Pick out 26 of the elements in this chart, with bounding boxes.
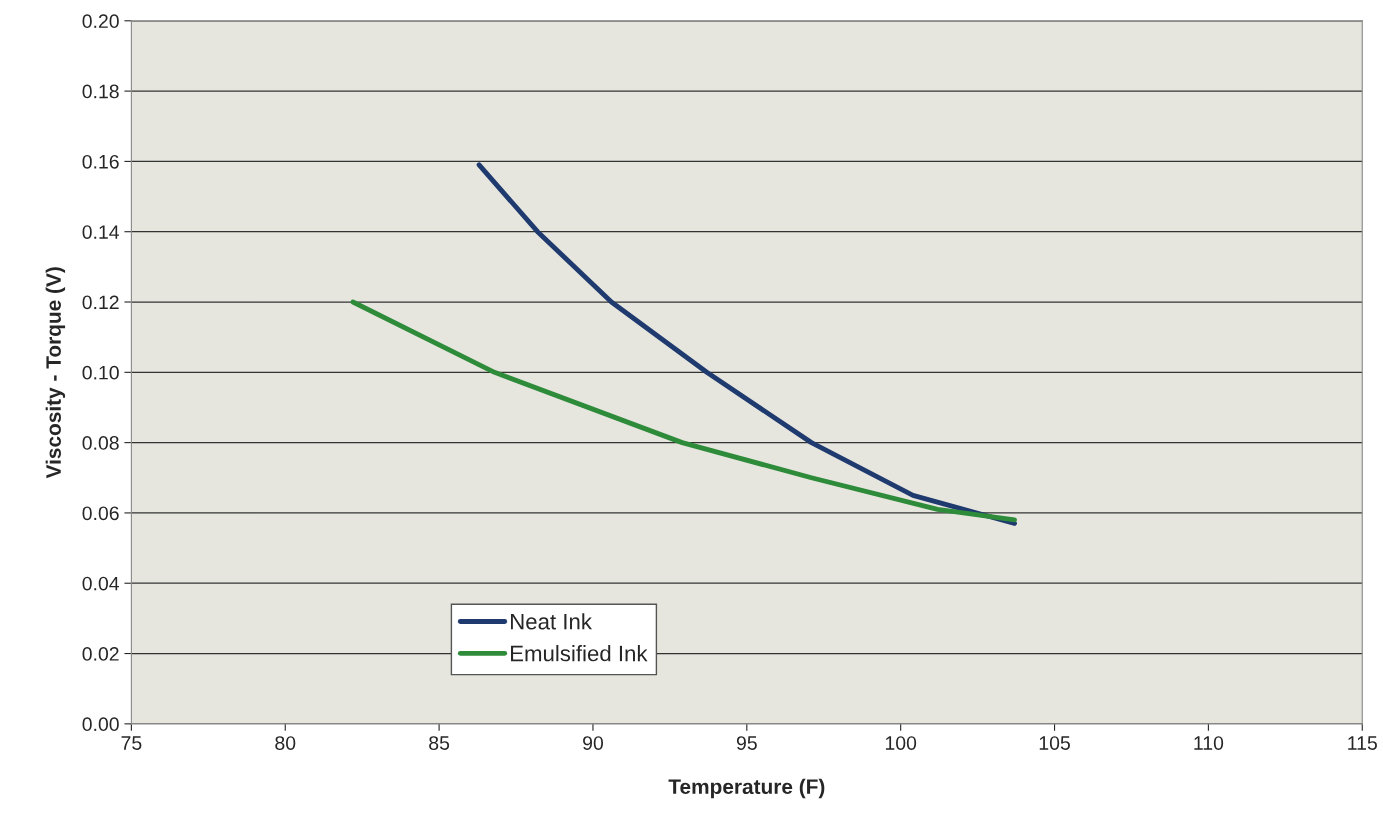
x-tick-label: 90 [583,736,604,750]
y-tick-label: 0.00 [82,717,119,732]
line-series [476,162,1017,526]
x-tick-label: 100 [885,736,917,750]
y-tick-label: 0.06 [82,506,119,521]
x-tick-label: 85 [429,736,450,750]
x-tick-label: 105 [1039,736,1070,750]
y-axis-title: Viscosity - Torque (V) [45,267,66,479]
y-tick-label: 0.16 [82,154,119,169]
x-tick-label: 115 [1348,736,1377,750]
x-tick-label: 80 [275,736,296,750]
x-tick-label: 110 [1194,736,1224,750]
y-tick-label: 0.08 [82,436,119,450]
x-tick-label: 95 [736,736,757,750]
y-tick-label: 0.20 [82,14,119,29]
y-tick-label: 0.12 [82,295,119,310]
x-tick-label: 75 [121,736,142,750]
y-tick-label: 0.02 [82,647,119,661]
legend-label: Emulsified Ink [511,645,648,662]
y-tick-label: 0.10 [82,365,119,380]
y-tick-label: 0.18 [82,84,119,99]
legend-label: Neat Ink [511,613,592,630]
x-axis-title: Temperature (F) [668,778,825,799]
y-tick-label: 0.04 [82,576,120,591]
line-series [350,299,1017,523]
y-tick-label: 0.14 [82,225,120,239]
